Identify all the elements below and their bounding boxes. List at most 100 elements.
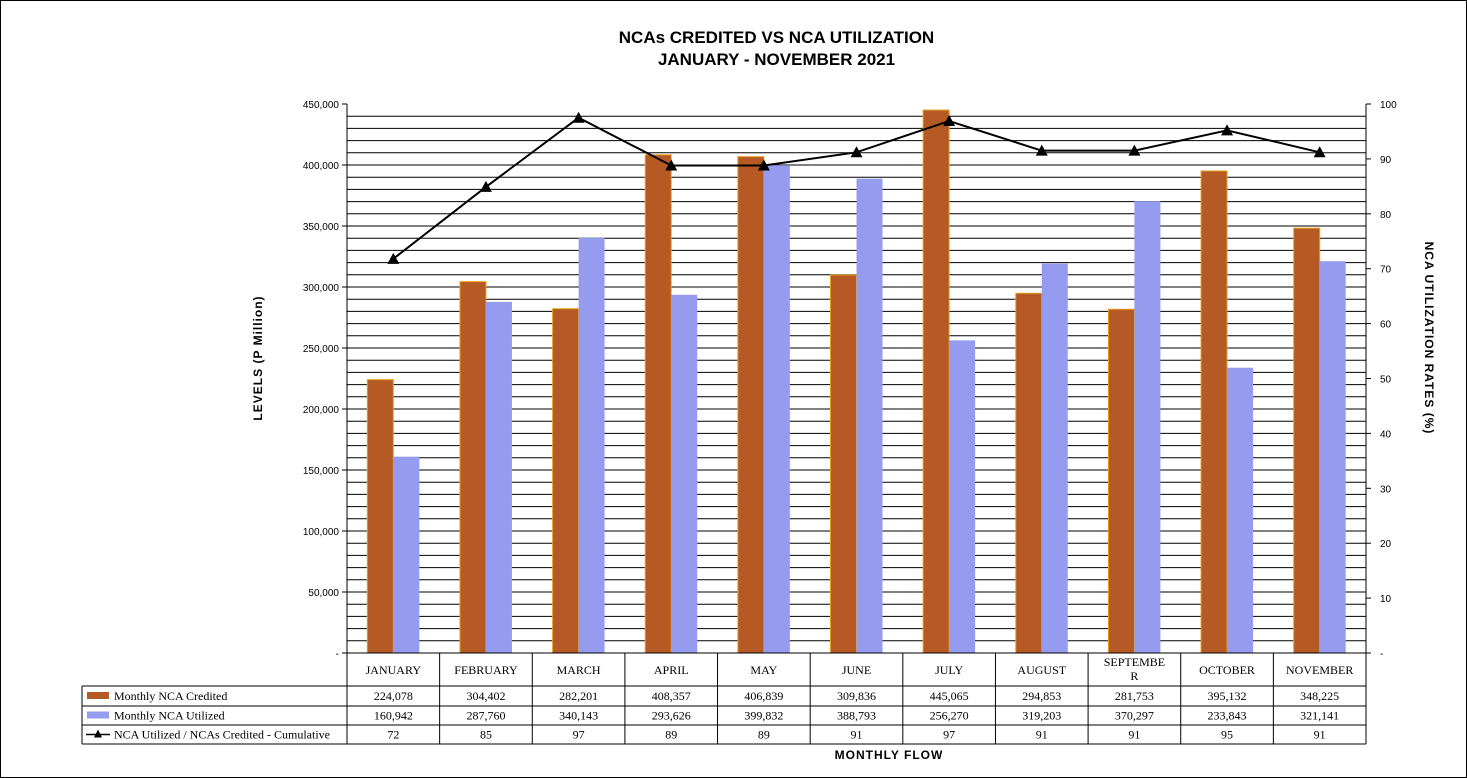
y2-tick-label: 70 [1380,265,1392,276]
table-cell: 309,836 [837,689,876,703]
y2-tick-label: 60 [1380,320,1392,331]
bar-utilized [578,238,605,653]
x-category-label: JUNE [842,663,871,677]
bar-credited [830,274,857,654]
y2-tick-label: 50 [1380,375,1392,386]
table-cell: 321,141 [1300,709,1339,723]
bars [366,109,1346,654]
y2-tick-label: 40 [1380,429,1392,440]
y2-tick-label: 30 [1380,484,1392,495]
table-cell: 224,078 [374,689,413,703]
y2-tick-label: 90 [1380,155,1392,166]
x-category-label: NOVEMBER [1286,663,1353,677]
table-cell: 348,225 [1300,689,1339,703]
table-cell: 256,270 [930,709,969,723]
y-tick-label: - [336,649,339,660]
bar-utilized [949,340,976,653]
chart-title: NCAs CREDITED VS NCA UTILIZATION [618,28,935,47]
table-cell: 85 [480,728,492,742]
y2-tick-label: 80 [1380,210,1392,221]
table-cell: 293,626 [652,709,691,723]
legend-swatch [87,711,109,719]
x-category-label: MARCH [557,663,601,677]
table-cell: 319,203 [1022,709,1061,723]
bar-utilized [1319,261,1346,653]
table-cell: 91 [1128,728,1140,742]
table-cell: 160,942 [374,709,413,723]
axes: - 50,000 100,000 150,000 200,000 250,000 300,0… [303,100,1397,660]
data-table: JANUARY FEBRUARY MARCH APRIL MAY JUNE JULY AUGU… [81,652,1367,745]
bar-credited [366,379,394,654]
bar-utilized [856,178,883,653]
y2-tick-label: - [1380,649,1383,660]
y-tick-label: 100,000 [303,527,340,538]
legend-label: Monthly NCA Credited [114,689,227,703]
y-axis-title: LEVELS (P Million) [251,295,265,420]
bar-utilized [485,301,512,653]
legend-label: NCA Utilized / NCAs Credited - Cumulativ… [114,728,330,742]
bar-utilized [1227,367,1254,653]
bar-utilized [671,294,698,653]
y-tick-label: 200,000 [303,405,340,416]
table-cell: 406,839 [744,689,783,703]
bar-credited [459,281,487,654]
line-point [387,252,400,264]
table-cell: 304,402 [466,689,505,703]
table-cell: 97 [573,728,585,742]
line-series [387,111,1326,264]
x-category-label: JULY [935,663,963,677]
x-category-label: APRIL [654,663,689,677]
legend-swatch [87,692,109,699]
line-point [1035,144,1048,156]
table-cell: 395,132 [1208,689,1247,703]
y-tick-label: 150,000 [303,466,340,477]
line-point [943,115,956,127]
y-tick-label: 350,000 [303,222,340,233]
legend-marker [94,729,102,738]
x-category-label: OCTOBER [1199,663,1255,677]
line-point [1128,144,1141,156]
line-point [1313,146,1326,158]
table-cell: 282,201 [559,689,598,703]
y-tick-label: 50,000 [308,588,339,599]
table-cell: 294,853 [1022,689,1061,703]
table-cell: 287,760 [466,709,505,723]
bar-credited [1293,227,1321,654]
bar-utilized [1134,201,1161,653]
bar-credited [552,308,580,654]
y2-tick-label: 20 [1380,539,1392,550]
bar-credited [1107,308,1135,654]
line-point [850,146,863,158]
x-category-label: FEBRUARY [454,663,518,677]
line-point [757,159,770,171]
line-point [665,159,678,171]
table-cell: 340,143 [559,709,598,723]
x-category-label: R [1130,669,1138,683]
table-cell: 281,753 [1115,689,1154,703]
table-cell: 388,793 [837,709,876,723]
chart-subtitle: JANUARY - NOVEMBER 2021 [657,50,896,69]
y2-tick-label: 10 [1380,594,1392,605]
line-point [572,111,585,123]
y2-axis-title: NCA UTILIZATION RATES (%) [1422,242,1436,435]
table-cell: 72 [387,728,399,742]
line-point [1221,124,1234,136]
table-cell: 95 [1221,728,1233,742]
bar-utilized [1041,263,1068,653]
x-category-label: SEPTEMBE [1104,655,1165,669]
bar-credited [1200,170,1228,654]
y2-tick-label: 100 [1380,100,1397,111]
x-axis-title: MONTHLY FLOW [835,748,944,762]
table-cell: 408,357 [652,689,691,703]
y-tick-label: 450,000 [303,100,340,111]
y-tick-label: 400,000 [303,161,340,172]
table-cell: 89 [665,728,677,742]
table-cell: 233,843 [1208,709,1247,723]
table-cell: 399,832 [744,709,783,723]
bar-credited [922,109,950,654]
table-cell: 97 [943,728,955,742]
x-category-label: JANUARY [366,663,422,677]
bar-credited [737,156,765,654]
x-category-label: AUGUST [1017,663,1066,677]
